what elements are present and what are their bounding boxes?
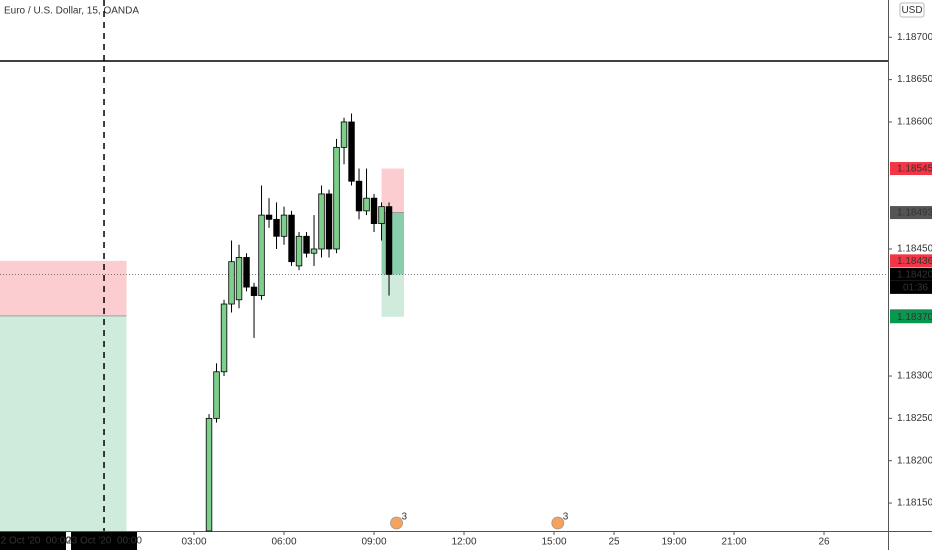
x-tick-label: 19:00: [662, 537, 687, 548]
y-tick-label: 1.18700: [897, 32, 932, 43]
candle-body: [235, 257, 243, 301]
y-tick-label: 1.18300: [897, 371, 932, 382]
candle-body: [318, 193, 325, 250]
candle-body: [340, 121, 348, 148]
candle-body: [220, 303, 228, 373]
price-badge-label: 1.18420: [897, 270, 932, 281]
price-badge-label: 1.18436: [897, 256, 932, 267]
y-tick-label: 1.18150: [897, 498, 932, 509]
price-badge-label: 1.18370: [897, 312, 932, 323]
candle-body: [378, 206, 385, 224]
x-tick-label: 25: [608, 537, 620, 548]
date-badge-label: 22 Oct '20 00:00: [0, 536, 71, 547]
price-badge: [890, 267, 932, 281]
candle-body: [303, 235, 310, 254]
stop-zone: [0, 260, 127, 316]
candle-body: [325, 193, 333, 250]
currency[interactable]: USD: [901, 5, 922, 16]
currency-box[interactable]: [899, 2, 925, 18]
candle-body: [333, 146, 340, 250]
date-badge-label: 23 Oct '20 00:00: [66, 536, 142, 547]
profit-zone: [381, 212, 405, 275]
stop-zone: [381, 168, 405, 213]
candle-body: [310, 248, 318, 254]
event-icon: [551, 516, 565, 530]
x-tick-label: 09:00: [362, 537, 387, 548]
y-tick-label: 1.18600: [897, 117, 932, 128]
y-tick-label: 1.18200: [897, 455, 932, 466]
candle-body: [288, 214, 295, 263]
date-badge: [0, 532, 66, 550]
price-badge: [890, 206, 932, 220]
event-icon: [390, 516, 403, 530]
x-tick-label: 12:00: [452, 537, 477, 548]
candle-body: [228, 261, 235, 305]
x-tick-label: 21:00: [722, 537, 747, 548]
countdown-badge: [890, 280, 932, 294]
candle-body: [265, 214, 273, 220]
x-tick-label: 03:00: [182, 537, 207, 548]
candle-body: [363, 197, 370, 212]
event-count: 3: [563, 512, 569, 523]
price-badge: [890, 254, 932, 268]
candle-body: [295, 235, 303, 267]
candle-body: [385, 206, 393, 275]
candle-body: [370, 197, 378, 224]
candle-body: [213, 371, 220, 419]
candle-body: [243, 257, 250, 288]
price-badge-label: 1.18545: [897, 164, 932, 175]
date-badge: [71, 532, 138, 550]
candle-body: [258, 214, 265, 296]
candle-body: [355, 180, 363, 212]
candle-body: [250, 286, 258, 296]
event-count: 3: [402, 512, 408, 523]
price-badge-label: 1.18493: [897, 208, 932, 219]
countdown: 01:36: [903, 283, 928, 294]
x-tick-label: 26: [818, 537, 830, 548]
target-zone: [0, 315, 127, 531]
price-badge: [890, 310, 932, 324]
candle-body: [205, 417, 213, 532]
candle-body: [273, 218, 280, 237]
x-tick-label: 15:00: [542, 537, 567, 548]
price-badge: [890, 162, 932, 176]
candle-body: [280, 214, 288, 237]
candle-body: [348, 121, 355, 182]
chart-title: Euro / U.S. Dollar, 15, OANDA: [4, 6, 139, 17]
y-tick-label: 1.18250: [897, 413, 932, 424]
y-tick-label: 1.18450: [897, 244, 932, 255]
x-tick-label: 06:00: [272, 537, 297, 548]
y-tick-label: 1.18650: [897, 74, 932, 85]
